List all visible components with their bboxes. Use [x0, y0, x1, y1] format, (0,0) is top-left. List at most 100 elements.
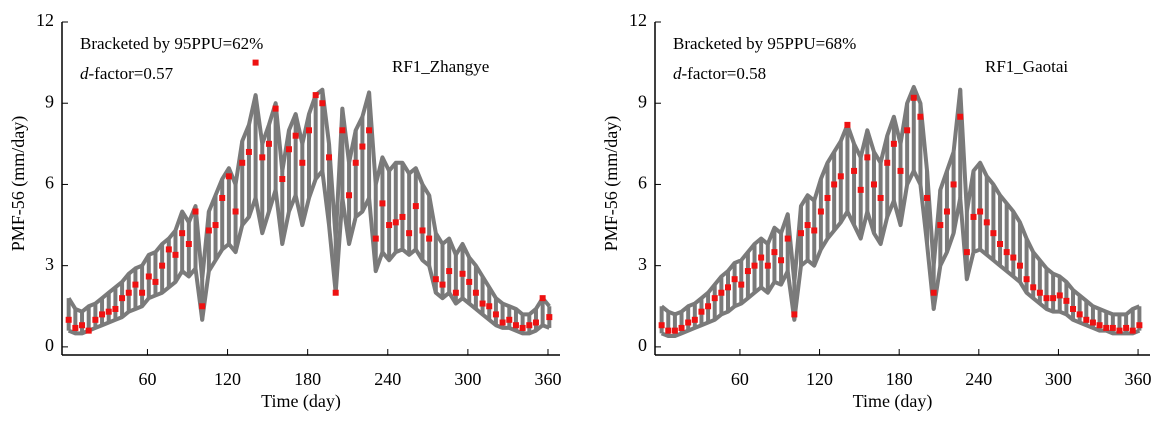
observed-point	[718, 289, 725, 296]
observed-point	[459, 270, 466, 277]
observed-point	[705, 303, 712, 310]
observed-point	[804, 222, 811, 229]
observed-point	[179, 230, 186, 237]
band-lower	[660, 168, 1141, 339]
observed-point	[711, 295, 718, 302]
observed-point	[299, 159, 306, 166]
observed-point	[797, 230, 804, 237]
observed-point	[864, 154, 871, 161]
observed-point	[139, 289, 146, 296]
observed-point	[279, 176, 286, 183]
observed-point	[159, 262, 166, 269]
observed-point	[963, 249, 970, 256]
observed-point	[977, 208, 984, 215]
observed-point	[312, 92, 319, 99]
observed-point	[65, 316, 72, 323]
d-factor: d-factor=0.57	[80, 64, 174, 83]
observed-point	[245, 148, 252, 155]
observed-point	[738, 281, 745, 288]
observed-point	[225, 173, 232, 180]
y-tick-label: 6	[638, 173, 647, 193]
observed-point	[917, 113, 924, 120]
observed-point	[526, 322, 533, 329]
annotation: Bracketed by 95PPU=68%	[673, 34, 856, 53]
observed-point	[185, 241, 192, 247]
observed-point	[1109, 324, 1116, 331]
observed-point	[532, 319, 539, 326]
x-tick-label: 240	[374, 369, 401, 389]
observed-point	[165, 246, 172, 253]
observed-point	[884, 159, 891, 166]
d-factor-text: -factor=0.57	[89, 64, 174, 83]
observed-point	[1050, 295, 1057, 302]
observed-point	[539, 295, 546, 302]
x-tick-label: 360	[534, 369, 561, 389]
band-upper	[660, 84, 1141, 317]
observed-point	[764, 262, 771, 269]
observed-point	[665, 327, 672, 334]
observed-point	[119, 295, 126, 302]
observed-point	[678, 324, 685, 331]
observed-point	[1096, 322, 1103, 329]
observed-point	[658, 322, 665, 329]
y-tick-label: 3	[45, 254, 54, 274]
observed-point	[897, 167, 904, 174]
x-axis-label: Time (day)	[853, 391, 933, 412]
x-tick-label: 180	[294, 369, 321, 389]
observed-point	[784, 235, 791, 242]
observed-point	[771, 249, 778, 256]
y-tick-label: 12	[36, 10, 54, 30]
observed-point	[372, 235, 379, 242]
observed-point	[132, 281, 139, 288]
observed-point	[192, 208, 199, 215]
observed-point	[1123, 324, 1130, 331]
observed-point	[239, 159, 246, 166]
observed-point	[265, 140, 272, 147]
observed-point	[791, 311, 798, 318]
observed-point	[199, 303, 206, 310]
d-factor-symbol: d	[80, 64, 89, 83]
observed-point	[346, 192, 353, 199]
observed-point	[778, 257, 785, 264]
observed-point	[92, 316, 99, 323]
observed-point	[79, 322, 86, 329]
observed-point	[412, 203, 419, 210]
observed-point	[352, 159, 359, 166]
observed-point	[1016, 262, 1023, 269]
observed-point	[272, 105, 279, 112]
observed-point	[685, 319, 692, 326]
observed-point	[512, 322, 519, 329]
y-tick-label: 12	[629, 10, 647, 30]
observed-point	[99, 311, 106, 318]
x-tick-label: 180	[886, 369, 913, 389]
observed-point	[1023, 276, 1030, 283]
observed-point	[452, 289, 459, 296]
observed-point	[319, 100, 326, 107]
chart-panel: 0 3 6 9 12 60 120 180 240 300 360 Time (day) PMF-56 …	[8, 10, 561, 412]
observed-point	[811, 227, 818, 234]
band-lower	[67, 168, 551, 336]
observed-point	[837, 173, 844, 180]
observed-point	[744, 268, 751, 275]
observed-point	[426, 235, 433, 242]
observed-point	[758, 254, 765, 261]
observed-point	[997, 241, 1004, 247]
observed-point	[332, 289, 339, 296]
y-axis-label: PMF-56 (mm/day)	[8, 116, 29, 252]
observed-point	[1070, 305, 1077, 312]
observed-point	[292, 132, 299, 139]
observed-point	[499, 319, 506, 326]
d-factor-text: -factor=0.58	[682, 64, 767, 83]
observed-point	[1010, 254, 1017, 261]
d-factor-symbol: d	[673, 64, 682, 83]
chart-title: RF1_Zhangye	[392, 57, 489, 76]
observed-point	[950, 181, 957, 188]
observed-point	[399, 213, 406, 220]
y-tick-label: 9	[638, 91, 647, 111]
observed-point	[930, 289, 937, 296]
observed-point	[698, 308, 705, 315]
x-tick-label: 120	[214, 369, 241, 389]
observed-point	[983, 219, 990, 226]
observed-point	[831, 181, 838, 188]
